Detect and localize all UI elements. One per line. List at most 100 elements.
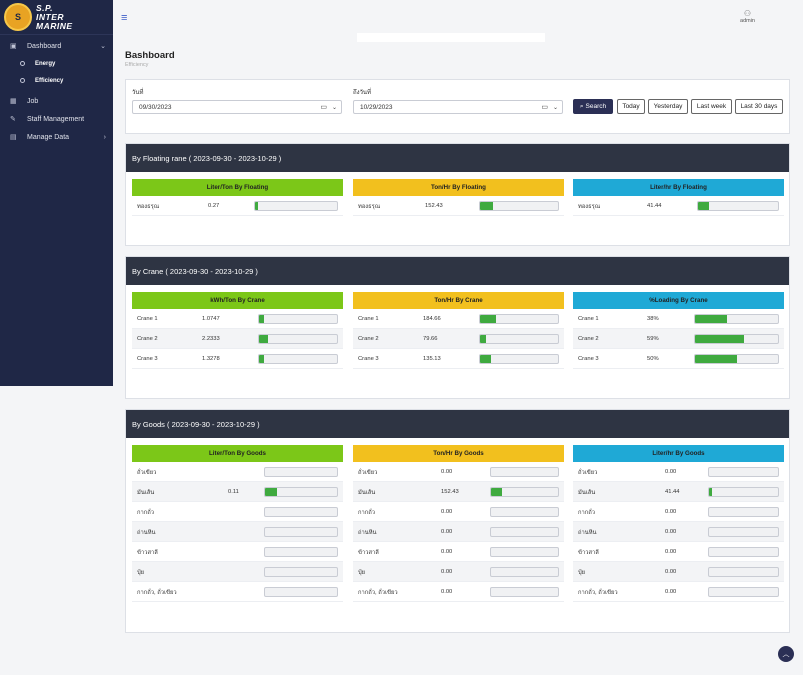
metric-label: Crane 2 <box>137 335 158 342</box>
sidebar-item-efficiency[interactable]: Efficiency <box>0 72 113 89</box>
chevron-down-icon: ⌄ <box>100 43 106 50</box>
progress-bar <box>254 200 338 211</box>
sidebar-item-label: Energy <box>35 60 56 67</box>
metric-label: ข้าวสาลี <box>358 549 379 556</box>
top-bar: ≡ ⚇ admin <box>113 0 803 36</box>
metric-label: มันเส้น <box>358 489 376 496</box>
metric-row: ปุ๋ย <box>132 562 343 582</box>
panel-ton-hr-goods: Ton/Hr By Goods ถั่วเขียว 0.00 มันเส้น 152.4… <box>353 445 564 602</box>
panel-ton-hr-crane: Ton/Hr By Crane Crane 1 184.66 Crane 2 79.66… <box>353 292 564 369</box>
brand-line-2: INTER <box>36 11 64 22</box>
progress-bar <box>264 506 338 517</box>
user-menu[interactable]: ⚇ admin <box>740 9 755 24</box>
menu-toggle-icon[interactable]: ≡ <box>121 12 128 24</box>
sidebar-item-label: Staff Management <box>27 115 85 123</box>
end-date-label: ถึงวันที่ <box>353 90 371 96</box>
panel-title: Liter/Ton By Floating <box>132 179 343 196</box>
header-strip <box>357 33 545 42</box>
calendar-icon[interactable]: ▭ <box>541 104 548 111</box>
metric-value: 59% <box>647 335 659 342</box>
progress-bar <box>258 353 338 364</box>
today-button[interactable]: Today <box>617 99 645 114</box>
chevron-down-icon[interactable]: ⌄ <box>552 104 558 111</box>
metric-label: ถ่านหิน <box>578 529 597 536</box>
progress-fill <box>259 334 268 343</box>
metric-label: ทองธรุณ <box>578 203 601 210</box>
yesterday-button[interactable]: Yesterday <box>648 99 688 114</box>
page-title: Bashboard <box>125 50 175 61</box>
metric-label: Crane 1 <box>578 315 599 322</box>
last-week-button[interactable]: Last week <box>691 99 732 114</box>
grid-icon: ▦ <box>10 98 17 105</box>
metric-value: 0.00 <box>665 528 677 535</box>
metric-value: 41.44 <box>665 488 680 495</box>
metric-label: ถั่วเขียว <box>578 469 598 476</box>
panel-title: kWh/Ton By Crane <box>132 292 343 309</box>
metric-label: Crane 3 <box>578 355 599 362</box>
metric-label: Crane 3 <box>358 355 379 362</box>
metric-row: ข้าวสาลี <box>132 542 343 562</box>
panel-liter-ton-goods: Liter/Ton By Goods ถั่วเขียว มันเส้น 0.11 กา… <box>132 445 343 602</box>
breadcrumb[interactable]: Efficiency <box>125 62 149 68</box>
progress-fill <box>698 201 710 210</box>
metric-row: มันเส้น 152.43 <box>353 482 564 502</box>
calendar-icon[interactable]: ▭ <box>320 104 327 111</box>
end-date-value: 10/29/2023 <box>360 103 393 111</box>
metric-value: 184.66 <box>423 315 441 322</box>
progress-bar <box>708 506 779 517</box>
panel-ton-hr-floating: Ton/Hr By Floating ทองธรุณ 152.43 <box>353 179 564 216</box>
progress-fill <box>255 201 259 210</box>
panel-title: %Loading By Crane <box>573 292 784 309</box>
scroll-to-top-button[interactable]: ︿ <box>778 646 794 662</box>
sidebar-item-energy[interactable]: Energy <box>0 55 113 72</box>
pencil-icon: ✎ <box>10 116 16 123</box>
panel-title: Liter/hr By Floating <box>573 179 784 196</box>
progress-bar <box>708 586 779 597</box>
end-date-input[interactable]: 10/29/2023 ▭ ⌄ <box>353 100 563 114</box>
panel-liter-ton-floating: Liter/Ton By Floating ทองธรุณ 0.27 <box>132 179 343 216</box>
progress-bar <box>264 486 338 497</box>
metric-label: กากถั่ว, ถั่วเขียว <box>137 589 177 596</box>
metric-label: ทองธรุณ <box>358 203 381 210</box>
sidebar-item-label: Manage Data <box>27 133 70 141</box>
metric-value: 0.00 <box>665 548 677 555</box>
metric-row: Crane 3 135.13 <box>353 349 564 369</box>
section-title: By Floating rane ( 2023-09-30 - 2023-10-… <box>126 144 789 172</box>
metric-row: ทองธรุณ 0.27 <box>132 196 343 216</box>
panel-title: Liter/Ton By Goods <box>132 445 343 462</box>
metric-row: ถ่านหิน 0.00 <box>353 522 564 542</box>
metric-row: ข้าวสาลี 0.00 <box>353 542 564 562</box>
sidebar-item-staff[interactable]: ✎ Staff Management <box>0 110 113 128</box>
panel-title: Liter/hr By Goods <box>573 445 784 462</box>
circle-icon <box>20 78 25 83</box>
metric-value: 0.00 <box>441 468 453 475</box>
search-button[interactable]: ⌕ Search <box>573 99 613 114</box>
metric-label: มันเส้น <box>578 489 596 496</box>
metric-value: 38% <box>647 315 659 322</box>
sidebar-item-dashboard[interactable]: ▣ Dashboard ⌄ <box>0 37 113 55</box>
metric-label: ข้าวสาลี <box>578 549 599 556</box>
progress-bar <box>479 313 559 324</box>
metric-value: 50% <box>647 355 659 362</box>
metric-value: 135.13 <box>423 355 441 362</box>
metric-row: กากถั่ว, ถั่วเขียว 0.00 <box>573 582 784 602</box>
section-crane: By Crane ( 2023-09-30 - 2023-10-29 ) kWh… <box>125 256 790 399</box>
metric-label: ถ่านหิน <box>137 529 156 536</box>
sidebar: S S.P. INTER MARINE ▣ Dashboard ⌄ Energy… <box>0 0 113 386</box>
sidebar-item-label: Efficiency <box>35 77 64 84</box>
section-title: By Goods ( 2023-09-30 - 2023-10-29 ) <box>126 410 789 438</box>
last-30-days-button[interactable]: Last 30 days <box>735 99 783 114</box>
brand-line-1: S.P. <box>36 2 53 13</box>
progress-fill <box>480 354 491 363</box>
metric-row: กากถั่ว 0.00 <box>573 502 784 522</box>
chevron-down-icon[interactable]: ⌄ <box>331 104 337 111</box>
sidebar-item-label: Dashboard <box>27 42 62 50</box>
sidebar-item-manage-data[interactable]: ▤ Manage Data › <box>0 128 113 146</box>
sidebar-item-job[interactable]: ▦ Job <box>0 92 113 110</box>
brand-logo[interactable]: S S.P. INTER MARINE <box>0 0 113 35</box>
metric-row: กากถั่ว <box>132 502 343 522</box>
metric-value: 2.2333 <box>202 335 220 342</box>
start-date-input[interactable]: 09/30/2023 ▭ ⌄ <box>132 100 342 114</box>
metric-row: Crane 2 59% <box>573 329 784 349</box>
metric-label: ถั่วเขียว <box>358 469 378 476</box>
